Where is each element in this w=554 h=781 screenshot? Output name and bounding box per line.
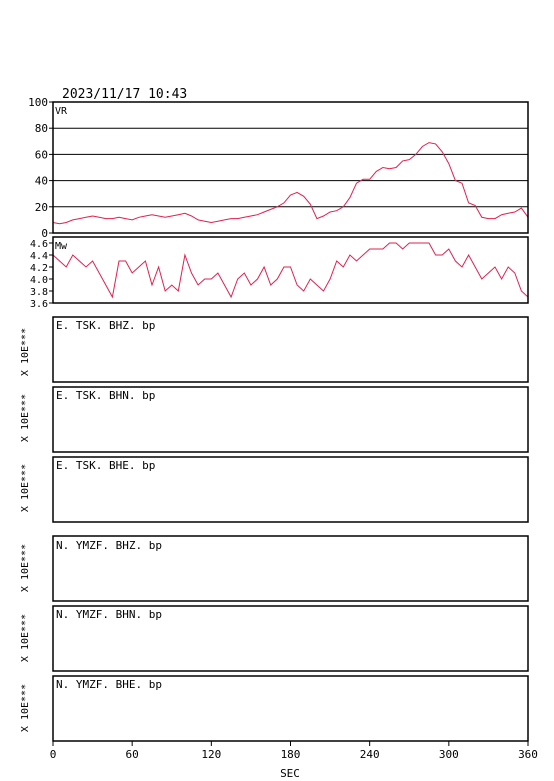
station-scale-label: X 10E***	[20, 614, 31, 662]
y-tick-label: 4.2	[30, 263, 48, 274]
mw-panel: 3.63.84.04.24.44.6 Mw	[30, 236, 529, 310]
x-tick-label: 120	[201, 748, 221, 761]
station-scale-label: X 10E***	[20, 394, 31, 442]
station-scale-label: X 10E***	[20, 544, 31, 592]
mw-frame	[52, 236, 529, 304]
x-tick-label: 60	[126, 748, 139, 761]
x-tick-label: 0	[50, 748, 57, 761]
x-tick-label: 180	[281, 748, 301, 761]
vr-frame	[52, 101, 529, 234]
station-frame	[52, 386, 529, 453]
station-panel-5: N. YMZF. BHN. bp X 10E***	[20, 605, 529, 672]
station-label: N. YMZF. BHN. bp	[56, 608, 162, 621]
station-scale-label: X 10E***	[20, 464, 31, 512]
station-frame	[52, 535, 529, 602]
station-scale-label: X 10E***	[20, 684, 31, 732]
mw-panel-label: Mw	[55, 241, 68, 252]
station-label: N. YMZF. BHE. bp	[56, 678, 162, 691]
x-axis-label: SEC	[280, 767, 300, 780]
vr-series-line	[52, 142, 529, 225]
station-label: E. TSK. BHE. bp	[56, 459, 155, 472]
y-tick-label: 100	[28, 96, 48, 109]
y-tick-label: 60	[35, 148, 48, 161]
x-tick-label: 360	[518, 748, 538, 761]
y-tick-label: 4.6	[30, 239, 48, 250]
station-frame	[52, 605, 529, 672]
vr-panel: 0 20 40 60 80 100 VR	[28, 96, 529, 240]
vr-y-ticks: 0 20 40 60 80 100	[28, 96, 53, 240]
y-tick-label: 40	[35, 175, 48, 188]
station-label: N. YMZF. BHZ. bp	[56, 539, 162, 552]
station-scale-label: X 10E***	[20, 328, 31, 376]
vr-gridlines	[53, 127, 528, 208]
station-panel-1: E. TSK. BHZ. bp X 10E***	[20, 316, 529, 383]
station-panel-4: N. YMZF. BHZ. bp X 10E***	[20, 535, 529, 602]
y-tick-label: 3.8	[30, 287, 48, 298]
y-tick-label: 20	[35, 201, 48, 214]
x-tick-label: 240	[360, 748, 380, 761]
y-tick-label: 80	[35, 122, 48, 135]
station-panel-3: E. TSK. BHE. bp X 10E***	[20, 456, 529, 523]
station-frame	[52, 316, 529, 383]
station-label: E. TSK. BHN. bp	[56, 389, 155, 402]
station-frame	[52, 456, 529, 523]
y-tick-label: 4.0	[30, 275, 48, 286]
y-tick-label: 3.6	[30, 299, 48, 310]
mw-series-line	[52, 242, 529, 299]
time-axis: 0 60 120 180 240 300 360	[50, 741, 538, 761]
station-panel-6: N. YMZF. BHE. bp X 10E***	[20, 675, 529, 742]
x-tick-label: 300	[439, 748, 459, 761]
y-tick-label: 4.4	[30, 251, 48, 262]
mw-y-ticks: 3.63.84.04.24.44.6	[30, 239, 53, 310]
vr-panel-label: VR	[55, 106, 68, 117]
datetime-label: 2023/11/17 10:43	[62, 87, 187, 102]
y-tick-label: 0	[41, 227, 48, 240]
station-label: E. TSK. BHZ. bp	[56, 319, 155, 332]
station-panel-2: E. TSK. BHN. bp X 10E***	[20, 386, 529, 453]
